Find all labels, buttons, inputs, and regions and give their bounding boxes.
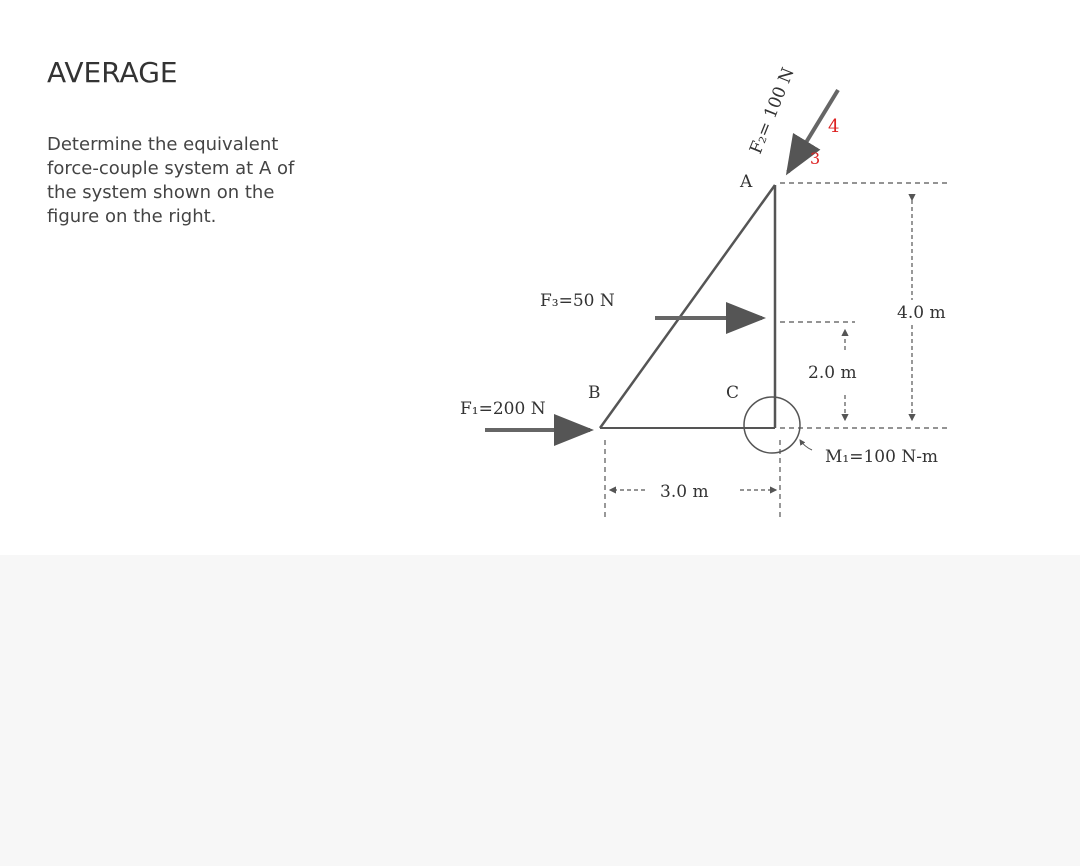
dimension-label: 4.0 m (897, 303, 946, 323)
figure: A B C F₁=200 N F₃=50 N F₂= 100 N M₁=100 … (460, 65, 950, 520)
moment-label: M₁=100 N-m (825, 447, 938, 467)
dashed-lines (604, 182, 950, 520)
blank-area (0, 555, 1080, 866)
slope-label: 3 (810, 149, 820, 168)
problem-line: force-couple system at A of (47, 158, 295, 179)
force-arrows (485, 88, 840, 446)
dimension-lines (608, 194, 916, 494)
dimension-label: 2.0 m (808, 363, 857, 383)
problem-line: the system shown on the (47, 182, 275, 203)
point-label: B (588, 383, 601, 403)
slope-label: 4 (828, 116, 839, 137)
problem-text: Determine the equivalent force-couple sy… (47, 133, 294, 229)
point-label: A (739, 172, 753, 192)
force-label: F₃=50 N (540, 291, 615, 311)
problem-line: Determine the equivalent (47, 134, 279, 155)
dimension-label: 3.0 m (660, 482, 709, 502)
moment-arrow (799, 439, 813, 451)
problem-line: figure on the right. (47, 206, 217, 227)
point-label: C (726, 383, 739, 403)
structure (598, 184, 801, 454)
force-label: F₁=200 N (460, 399, 546, 419)
heading: AVERAGE (47, 56, 178, 89)
force-label: F₂= 100 N (746, 65, 799, 157)
